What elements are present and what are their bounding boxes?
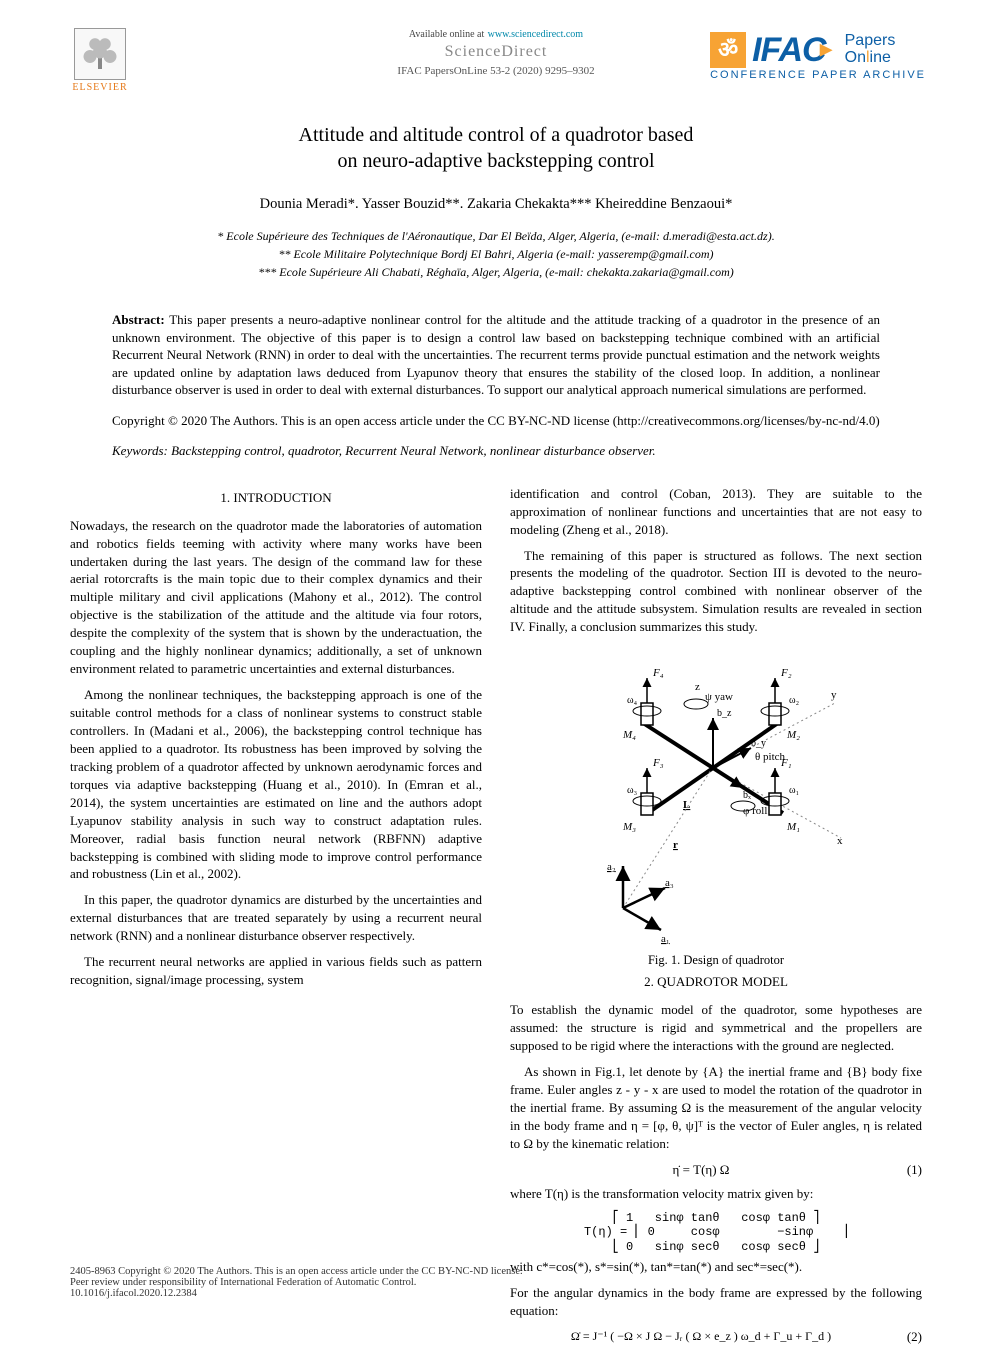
svg-text:M₃: M₃	[622, 821, 636, 833]
sec1-p5: The remaining of this paper is structure…	[510, 547, 922, 637]
eq1-number: (1)	[892, 1161, 922, 1179]
paper-title: Attitude and altitude control of a quadr…	[70, 122, 922, 174]
body-columns: 1. INTRODUCTION Nowadays, the research o…	[70, 485, 922, 1352]
affil-2: ** Ecole Militaire Polytechnique Bordj E…	[70, 245, 922, 263]
svg-text:ω₄: ω₄	[627, 695, 638, 706]
ifac-glyph-icon: ॐ	[710, 32, 746, 68]
elsevier-name: ELSEVIER	[70, 82, 130, 93]
sec2-p2: As shown in Fig.1, let denote by {A} the…	[510, 1063, 922, 1153]
elsevier-tree-icon	[74, 28, 126, 80]
svg-text:r: r	[673, 839, 678, 851]
svg-text:z: z	[695, 681, 700, 693]
sec2-p1: To establish the dynamic model of the qu…	[510, 1001, 922, 1055]
ifac-on: On	[845, 49, 866, 66]
sec2-p3: where T(η) is the transformation velocit…	[510, 1185, 922, 1203]
abstract-text: This paper presents a neuro-adaptive non…	[112, 312, 880, 397]
footer-text: 2405-8963 Copyright © 2020 The Authors. …	[70, 1266, 523, 1299]
svg-text:a₃: a₃	[665, 877, 674, 889]
ifac-ine: ine	[870, 49, 891, 66]
svg-text:M₁: M₁	[786, 821, 800, 833]
copyright-line: Copyright © 2020 The Authors. This is an…	[112, 413, 880, 429]
svg-text:ψ yaw: ψ yaw	[705, 691, 733, 703]
equation-matrix: ⎡ 1 sinφ tanθ cosφ tanθ ⎤ T(η) = ⎢ 0 cos…	[510, 1211, 922, 1254]
svg-text:ω₂: ω₂	[789, 695, 799, 706]
svg-text:b_y: b_y	[751, 738, 766, 749]
svg-text:x: x	[837, 835, 843, 847]
footer: 2405-8963 Copyright © 2020 The Authors. …	[70, 1266, 922, 1299]
sec2-heading: 2. QUADROTOR MODEL	[510, 973, 922, 991]
sec1-p3: In this paper, the quadrotor dynamics ar…	[70, 891, 482, 945]
svg-text:bₓ: bₓ	[743, 790, 751, 801]
sec1-p4a: The recurrent neural networks are applie…	[70, 953, 482, 989]
ifac-archive: CONFERENCE PAPER ARCHIVE	[710, 70, 926, 81]
affil-1: * Ecole Supérieure des Techniques de l'A…	[70, 227, 922, 245]
svg-text:F₃: F₃	[652, 757, 664, 769]
ifac-wordmark: IFAC	[752, 31, 825, 69]
figure-1-caption: Fig. 1. Design of quadrotor	[510, 952, 922, 969]
equation-2: Ω̇ = J⁻¹ ( −Ω × J Ω − Jᵣ ( Ω × e_z ) ω_d…	[510, 1328, 922, 1346]
svg-text:a₁: a₁	[661, 933, 670, 945]
equation-1: η̇ = T(η) Ω (1)	[510, 1161, 922, 1179]
sec1-p2: Among the nonlinear techniques, the back…	[70, 686, 482, 883]
svg-text:ω₃: ω₃	[627, 785, 637, 796]
ifac-papers-online: Papers Online	[845, 33, 896, 67]
svg-text:F₂: F₂	[780, 667, 792, 679]
svg-text:θ pitch: θ pitch	[755, 751, 786, 763]
available-at-label: Available online at	[409, 29, 484, 40]
authors: Dounia Meradi*. Yasser Bouzid**. Zakaria…	[70, 196, 922, 213]
figure-1: x y	[510, 648, 922, 969]
ifac-arrow-icon: ▸	[820, 34, 833, 63]
figure-1-svg: x y	[583, 648, 849, 948]
keywords-label: Keywords:	[112, 443, 168, 458]
eq2-body: Ω̇ = J⁻¹ ( −Ω × J Ω − Jᵣ ( Ω × e_z ) ω_d…	[510, 1328, 892, 1345]
abstract-label: Abstract:	[112, 312, 165, 327]
eq1-body: η̇ = T(η) Ω	[510, 1161, 892, 1179]
sec1-p1: Nowadays, the research on the quadrotor …	[70, 517, 482, 678]
svg-text:ω₁: ω₁	[789, 785, 799, 796]
svg-text:M₄: M₄	[622, 729, 636, 741]
svg-text:L: L	[683, 799, 690, 811]
ifac-logo: ॐ IFAC▸ Papers Online CONFERENCE PAPER A…	[710, 32, 926, 81]
svg-text:F₄: F₄	[652, 667, 664, 679]
keywords-block: Keywords: Backstepping control, quadroto…	[112, 443, 880, 459]
abstract-block: Abstract: This paper presents a neuro-ad…	[112, 311, 880, 399]
elsevier-logo: ELSEVIER	[70, 28, 130, 93]
svg-text:M₂: M₂	[786, 729, 800, 741]
svg-text:a₂: a₂	[607, 861, 616, 873]
title-block: Attitude and altitude control of a quadr…	[70, 122, 922, 281]
ifac-papers: Papers	[845, 32, 896, 49]
right-column: identification and control (Coban, 2013)…	[510, 485, 922, 1352]
svg-text:y: y	[831, 689, 837, 701]
eq2-number: (2)	[892, 1328, 922, 1346]
keywords-text: Backstepping control, quadrotor, Recurre…	[171, 443, 656, 458]
sciencedirect-url[interactable]: www.sciencedirect.com	[488, 29, 583, 40]
sec1-heading: 1. INTRODUCTION	[70, 489, 482, 507]
affil-3: *** Ecole Supérieure Ali Chabati, Réghaï…	[70, 263, 922, 281]
svg-text:b_z: b_z	[717, 708, 732, 719]
sec1-p4b: identification and control (Coban, 2013)…	[510, 485, 922, 539]
affiliations: * Ecole Supérieure des Techniques de l'A…	[70, 227, 922, 281]
left-column: 1. INTRODUCTION Nowadays, the research o…	[70, 485, 482, 1352]
